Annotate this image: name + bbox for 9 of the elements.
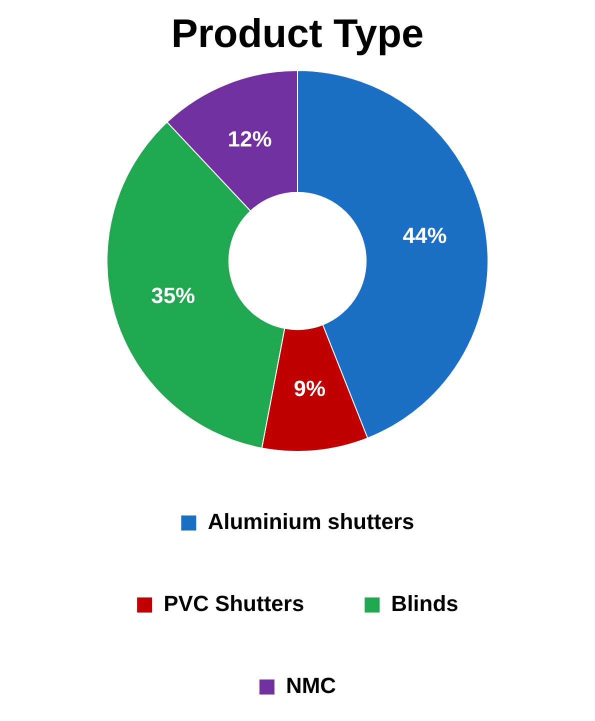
chart-title: Product Type — [171, 12, 424, 56]
legend-label: NMC — [286, 673, 336, 698]
data-label: 9% — [294, 376, 326, 402]
data-label: 44% — [402, 222, 447, 248]
legend-label: PVC Shutters — [164, 591, 304, 616]
data-label: 12% — [228, 126, 272, 152]
legend-label: Blinds — [391, 591, 458, 616]
data-label: 35% — [151, 283, 196, 308]
legend-label: Aluminium shutters — [208, 509, 414, 534]
